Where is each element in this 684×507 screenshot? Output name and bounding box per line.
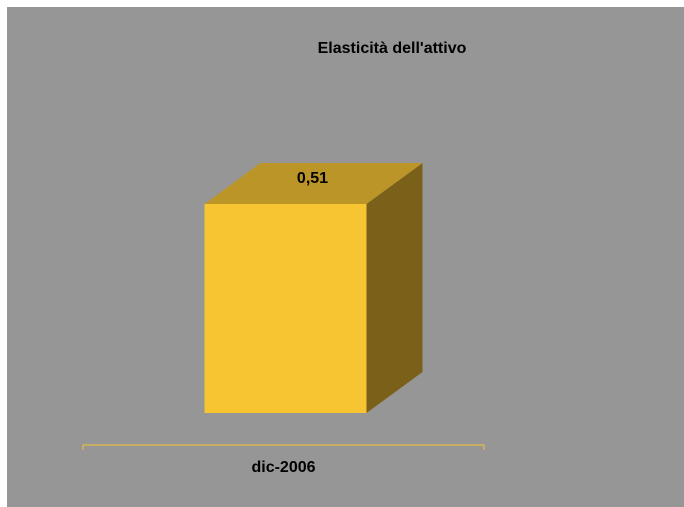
bar-front-face: [204, 204, 367, 413]
bars-group: 0,51: [204, 163, 423, 413]
x-tick-labels: dic-2006: [251, 459, 315, 476]
chart-title: Elasticità dell'attivo: [318, 40, 467, 57]
data-label: 0,51: [297, 170, 328, 187]
bar-side-face: [366, 163, 423, 413]
bar-top-face: [204, 163, 423, 204]
bar-dic-2006: [204, 163, 423, 413]
x-tick-label: dic-2006: [251, 459, 315, 476]
